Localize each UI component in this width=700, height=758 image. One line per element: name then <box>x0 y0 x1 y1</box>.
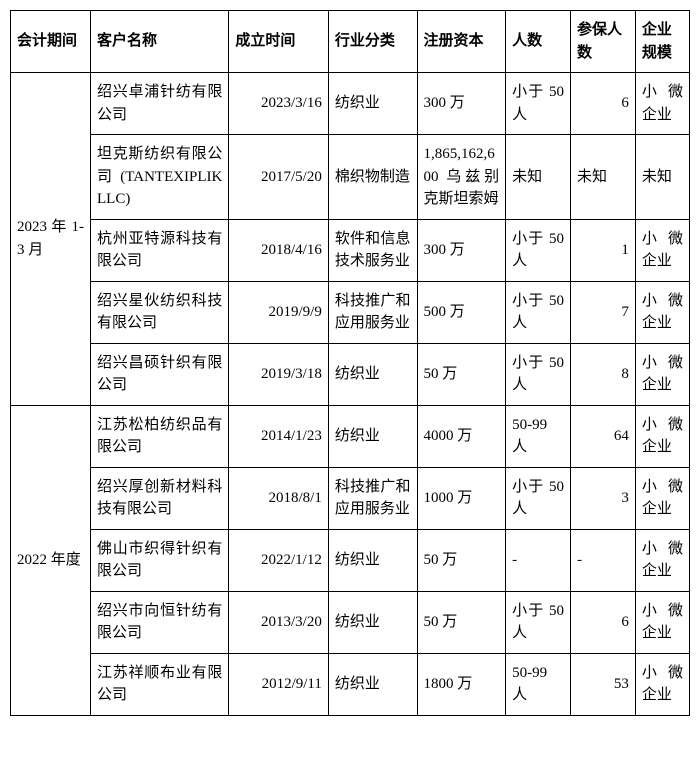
cell-capital: 300 万 <box>417 219 506 281</box>
cell-capital: 4000 万 <box>417 405 506 467</box>
cell-insured: 6 <box>571 591 636 653</box>
cell-founded: 2019/3/18 <box>229 343 328 405</box>
cell-founded: 2017/5/20 <box>229 135 328 220</box>
cell-scale: 小微企业 <box>635 343 689 405</box>
cell-industry: 纺织业 <box>328 591 417 653</box>
cell-insured: 53 <box>571 653 636 715</box>
cell-industry: 科技推广和应用服务业 <box>328 467 417 529</box>
cell-scale: 小微企业 <box>635 73 689 135</box>
header-insured: 参保人数 <box>571 11 636 73</box>
cell-founded: 2018/4/16 <box>229 219 328 281</box>
cell-scale: 小微企业 <box>635 653 689 715</box>
cell-people: 未知 <box>506 135 571 220</box>
cell-insured: 1 <box>571 219 636 281</box>
cell-people: 小于 50 人 <box>506 219 571 281</box>
cell-client: 绍兴星伙纺织科技有限公司 <box>91 281 229 343</box>
table-row: 2022 年度江苏松柏纺织品有限公司2014/1/23纺织业4000 万50-9… <box>11 405 690 467</box>
table-row: 佛山市织得针织有限公司2022/1/12纺织业50 万--小微企业 <box>11 529 690 591</box>
cell-industry: 纺织业 <box>328 405 417 467</box>
header-period: 会计期间 <box>11 11 91 73</box>
cell-people: 50-99 人 <box>506 653 571 715</box>
header-people: 人数 <box>506 11 571 73</box>
table-row: 江苏祥顺布业有限公司2012/9/11纺织业1800 万50-99 人53小微企… <box>11 653 690 715</box>
cell-founded: 2014/1/23 <box>229 405 328 467</box>
cell-client: 江苏松柏纺织品有限公司 <box>91 405 229 467</box>
cell-insured: 未知 <box>571 135 636 220</box>
table-row: 绍兴昌硕针织有限公司2019/3/18纺织业50 万小于 50 人8小微企业 <box>11 343 690 405</box>
cell-scale: 未知 <box>635 135 689 220</box>
cell-period: 2022 年度 <box>11 405 91 715</box>
cell-period: 2023 年 1-3 月 <box>11 73 91 406</box>
cell-client: 佛山市织得针织有限公司 <box>91 529 229 591</box>
cell-industry: 科技推广和应用服务业 <box>328 281 417 343</box>
cell-people: 小于 50 人 <box>506 591 571 653</box>
cell-people: 小于 50 人 <box>506 343 571 405</box>
cell-insured: 64 <box>571 405 636 467</box>
cell-founded: 2023/3/16 <box>229 73 328 135</box>
cell-client: 绍兴卓浦针纺有限公司 <box>91 73 229 135</box>
cell-client: 江苏祥顺布业有限公司 <box>91 653 229 715</box>
header-industry: 行业分类 <box>328 11 417 73</box>
cell-client: 绍兴市向恒针纺有限公司 <box>91 591 229 653</box>
cell-capital: 1,865,162,600 乌兹别克斯坦索姆 <box>417 135 506 220</box>
cell-industry: 纺织业 <box>328 529 417 591</box>
cell-client: 绍兴厚创新材料科技有限公司 <box>91 467 229 529</box>
table-row: 绍兴市向恒针纺有限公司2013/3/20纺织业50 万小于 50 人6小微企业 <box>11 591 690 653</box>
cell-industry: 纺织业 <box>328 653 417 715</box>
cell-scale: 小微企业 <box>635 405 689 467</box>
cell-industry: 纺织业 <box>328 73 417 135</box>
cell-capital: 1800 万 <box>417 653 506 715</box>
cell-scale: 小微企业 <box>635 529 689 591</box>
cell-scale: 小微企业 <box>635 219 689 281</box>
header-capital: 注册资本 <box>417 11 506 73</box>
header-scale: 企业规模 <box>635 11 689 73</box>
cell-industry: 棉织物制造 <box>328 135 417 220</box>
cell-capital: 50 万 <box>417 591 506 653</box>
cell-capital: 50 万 <box>417 529 506 591</box>
cell-capital: 300 万 <box>417 73 506 135</box>
cell-founded: 2019/9/9 <box>229 281 328 343</box>
cell-insured: 6 <box>571 73 636 135</box>
cell-client: 坦克斯纺织有限公司 (TANTEXIPLIK LLC) <box>91 135 229 220</box>
cell-industry: 纺织业 <box>328 343 417 405</box>
cell-industry: 软件和信息技术服务业 <box>328 219 417 281</box>
table-body: 2023 年 1-3 月绍兴卓浦针纺有限公司2023/3/16纺织业300 万小… <box>11 73 690 716</box>
cell-insured: 3 <box>571 467 636 529</box>
cell-founded: 2022/1/12 <box>229 529 328 591</box>
cell-insured: 8 <box>571 343 636 405</box>
client-table: 会计期间 客户名称 成立时间 行业分类 注册资本 人数 参保人数 企业规模 20… <box>10 10 690 716</box>
table-row: 绍兴厚创新材料科技有限公司2018/8/1科技推广和应用服务业1000 万小于 … <box>11 467 690 529</box>
cell-scale: 小微企业 <box>635 467 689 529</box>
cell-client: 绍兴昌硕针织有限公司 <box>91 343 229 405</box>
cell-founded: 2013/3/20 <box>229 591 328 653</box>
cell-scale: 小微企业 <box>635 281 689 343</box>
cell-people: 50-99 人 <box>506 405 571 467</box>
cell-scale: 小微企业 <box>635 591 689 653</box>
cell-client: 杭州亚特源科技有限公司 <box>91 219 229 281</box>
header-founded: 成立时间 <box>229 11 328 73</box>
table-header: 会计期间 客户名称 成立时间 行业分类 注册资本 人数 参保人数 企业规模 <box>11 11 690 73</box>
cell-founded: 2012/9/11 <box>229 653 328 715</box>
cell-insured: 7 <box>571 281 636 343</box>
table-row: 坦克斯纺织有限公司 (TANTEXIPLIK LLC)2017/5/20棉织物制… <box>11 135 690 220</box>
table-row: 绍兴星伙纺织科技有限公司2019/9/9科技推广和应用服务业500 万小于 50… <box>11 281 690 343</box>
cell-people: - <box>506 529 571 591</box>
cell-founded: 2018/8/1 <box>229 467 328 529</box>
cell-insured: - <box>571 529 636 591</box>
cell-people: 小于 50 人 <box>506 467 571 529</box>
table-row: 2023 年 1-3 月绍兴卓浦针纺有限公司2023/3/16纺织业300 万小… <box>11 73 690 135</box>
table-row: 杭州亚特源科技有限公司2018/4/16软件和信息技术服务业300 万小于 50… <box>11 219 690 281</box>
cell-people: 小于 50 人 <box>506 73 571 135</box>
cell-capital: 1000 万 <box>417 467 506 529</box>
cell-capital: 50 万 <box>417 343 506 405</box>
header-client: 客户名称 <box>91 11 229 73</box>
cell-capital: 500 万 <box>417 281 506 343</box>
cell-people: 小于 50 人 <box>506 281 571 343</box>
